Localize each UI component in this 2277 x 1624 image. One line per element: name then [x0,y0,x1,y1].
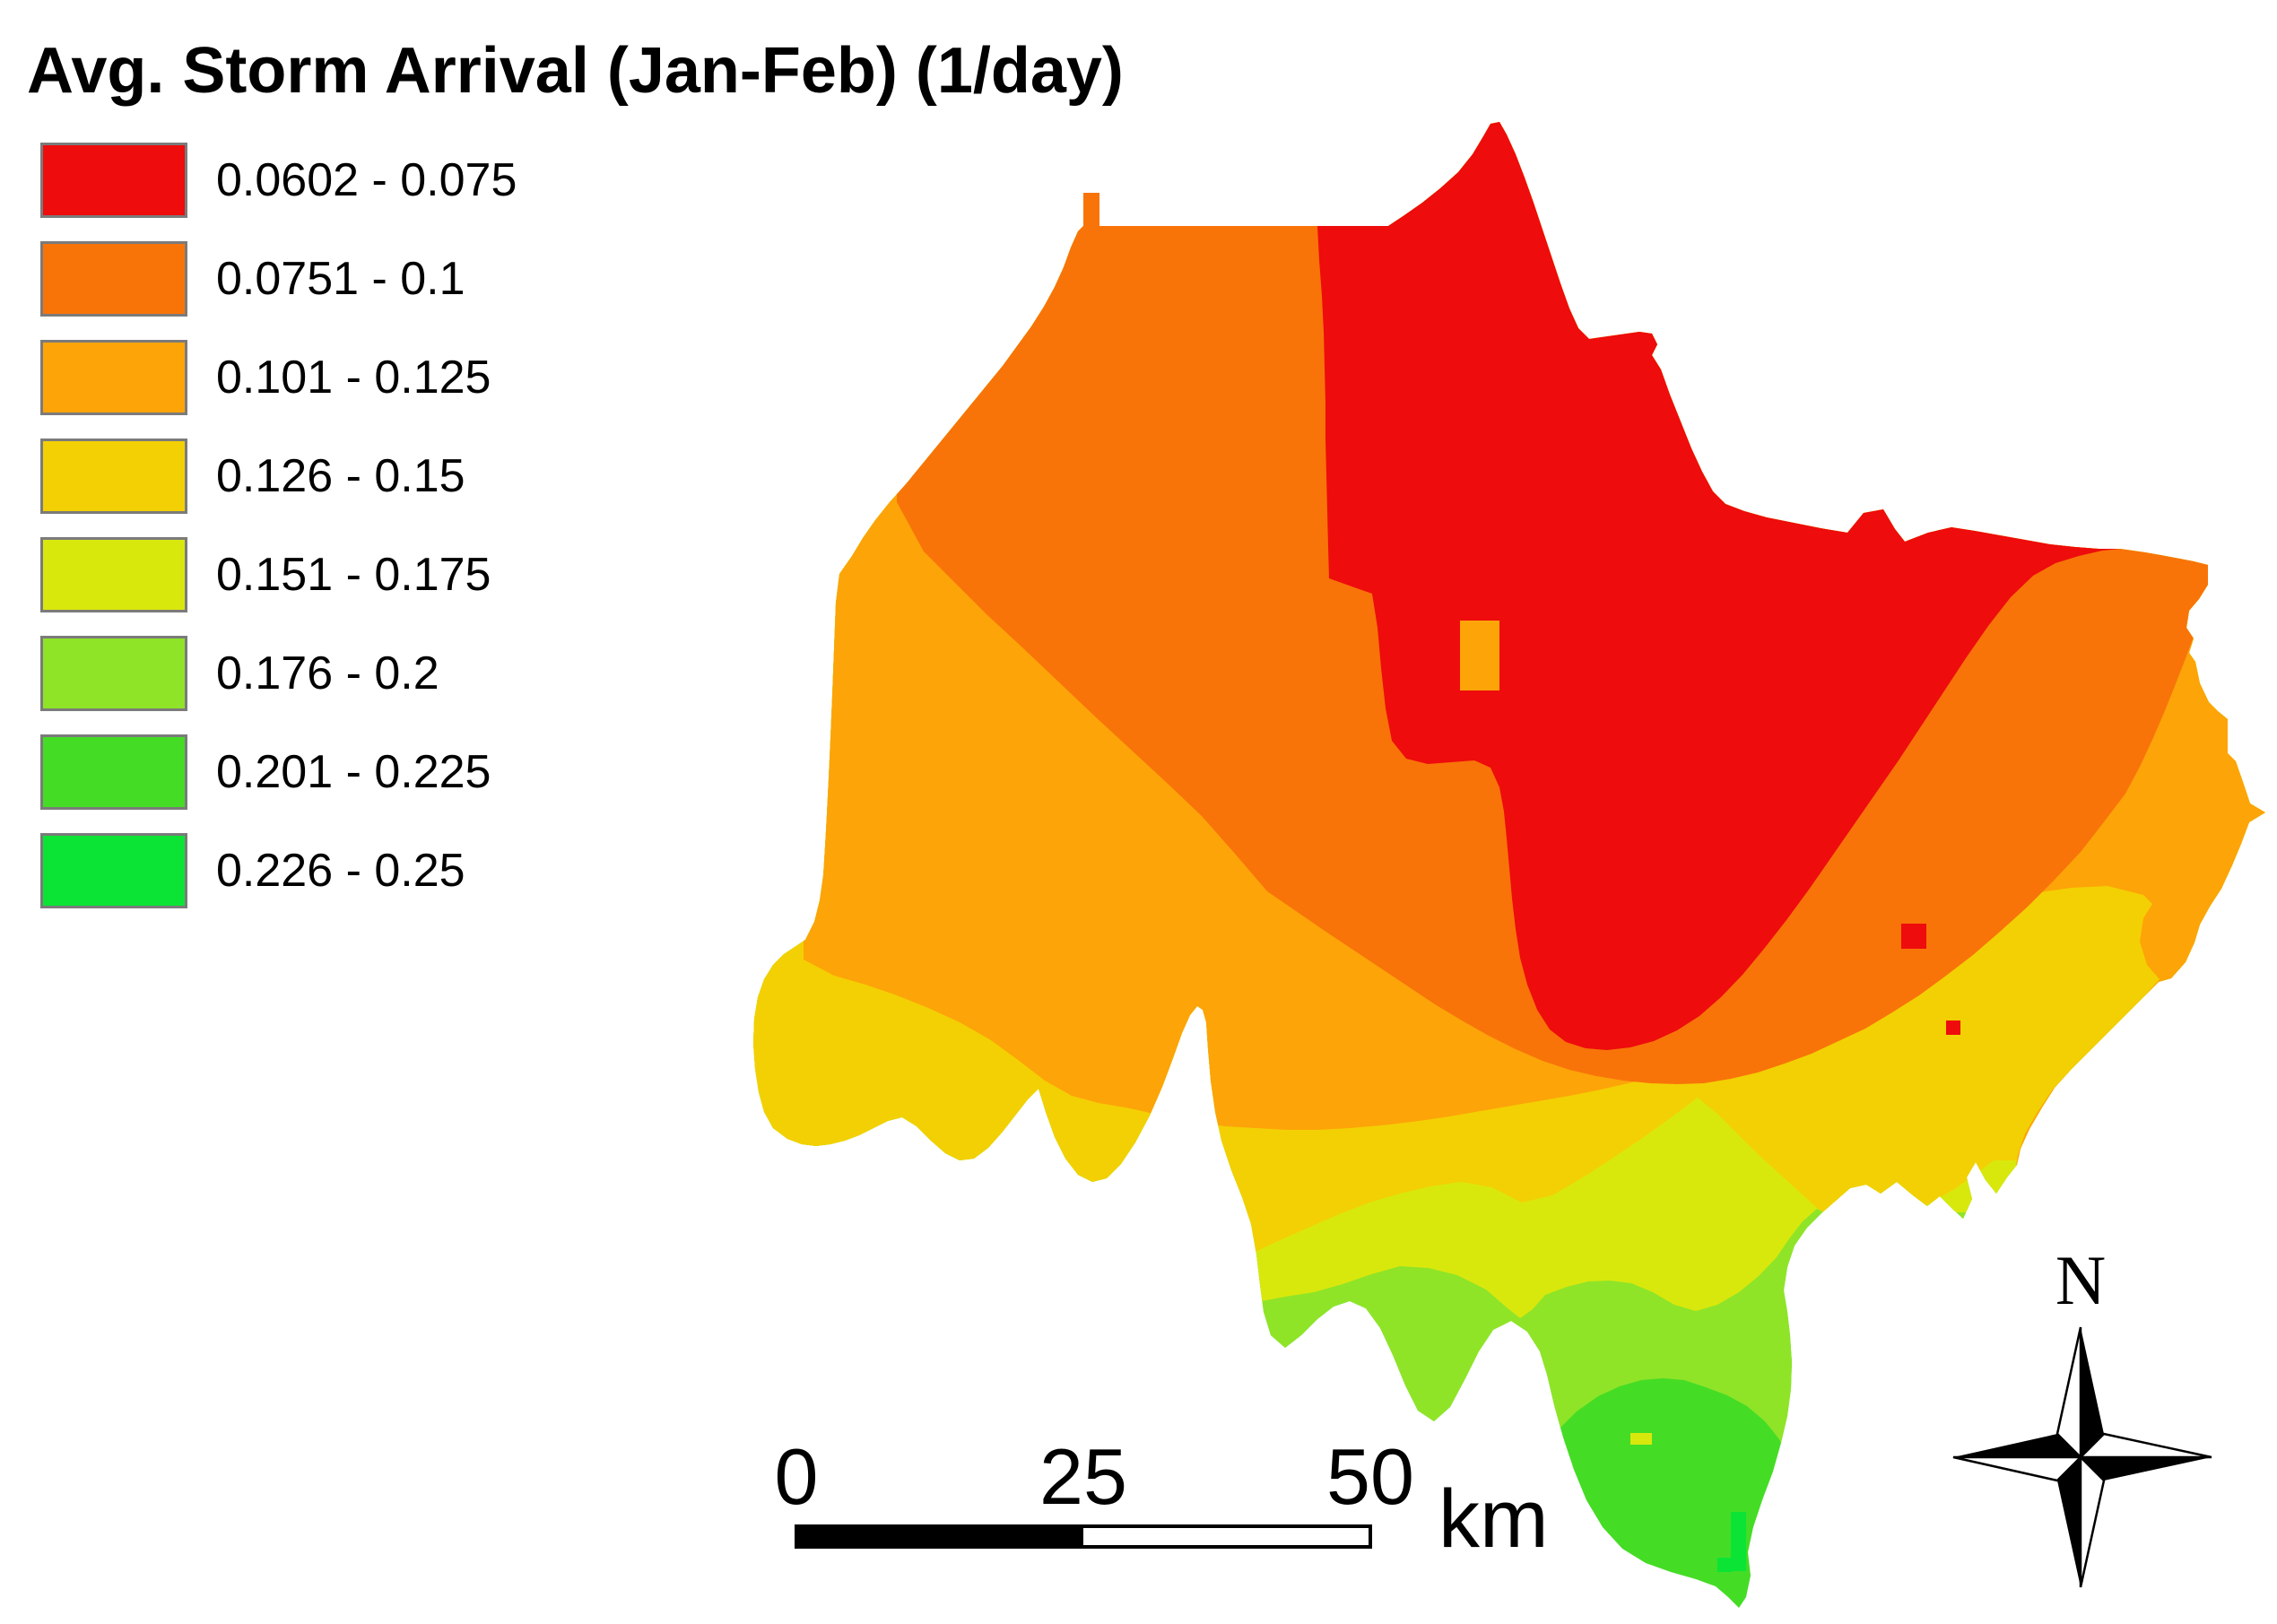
legend-swatch-yellow-green [40,537,187,612]
legend-label: 0.0602 - 0.075 [216,154,517,206]
north-arrow: N [1952,1241,2212,1588]
legend-label: 0.126 - 0.15 [216,450,465,502]
legend-item: 0.201 - 0.225 [40,734,517,810]
legend-item: 0.101 - 0.125 [40,340,517,415]
scale-unit-label: km [1438,1473,1549,1565]
scale-bar-filled-half [798,1528,1083,1545]
legend-item: 0.176 - 0.2 [40,636,517,711]
page-title: Avg. Storm Arrival (Jan-Feb) (1/day) [27,35,1124,107]
legend-label: 0.226 - 0.25 [216,845,465,897]
legend-swatch-gold [40,439,187,514]
legend-swatch-orange-dark [40,241,187,317]
legend-label: 0.201 - 0.225 [216,746,491,798]
legend-label: 0.151 - 0.175 [216,549,491,601]
legend-item: 0.226 - 0.25 [40,833,517,908]
scale-tick-0: 0 [774,1432,819,1521]
legend-swatch-red [40,143,187,218]
legend: 0.0602 - 0.075 0.0751 - 0.1 0.101 - 0.12… [40,143,517,933]
legend-swatch-chartreuse [40,636,187,711]
map-island-yellow-green-cell [1630,1433,1652,1445]
scale-bar-rule [795,1524,1372,1549]
legend-item: 0.126 - 0.15 [40,439,517,514]
legend-label: 0.101 - 0.125 [216,352,491,404]
map-region-bright-green-cell [1717,1558,1733,1572]
map-island-orange-notch [1460,621,1499,690]
map-island-red-cell-2 [1946,1020,1960,1035]
scale-tick-25: 25 [1039,1432,1127,1521]
map-region-bright-green [1731,1512,1746,1571]
legend-item: 0.0602 - 0.075 [40,143,517,218]
legend-label: 0.176 - 0.2 [216,647,439,699]
legend-swatch-green [40,734,187,810]
compass-rose-icon [1952,1326,2212,1588]
legend-item: 0.151 - 0.175 [40,537,517,612]
map-island-red-cell-1 [1901,924,1926,949]
scale-tick-50: 50 [1326,1432,1414,1521]
legend-swatch-bright-green [40,833,187,908]
legend-label: 0.0751 - 0.1 [216,253,465,305]
legend-swatch-orange [40,340,187,415]
north-label: N [2055,1241,2106,1319]
legend-item: 0.0751 - 0.1 [40,241,517,317]
